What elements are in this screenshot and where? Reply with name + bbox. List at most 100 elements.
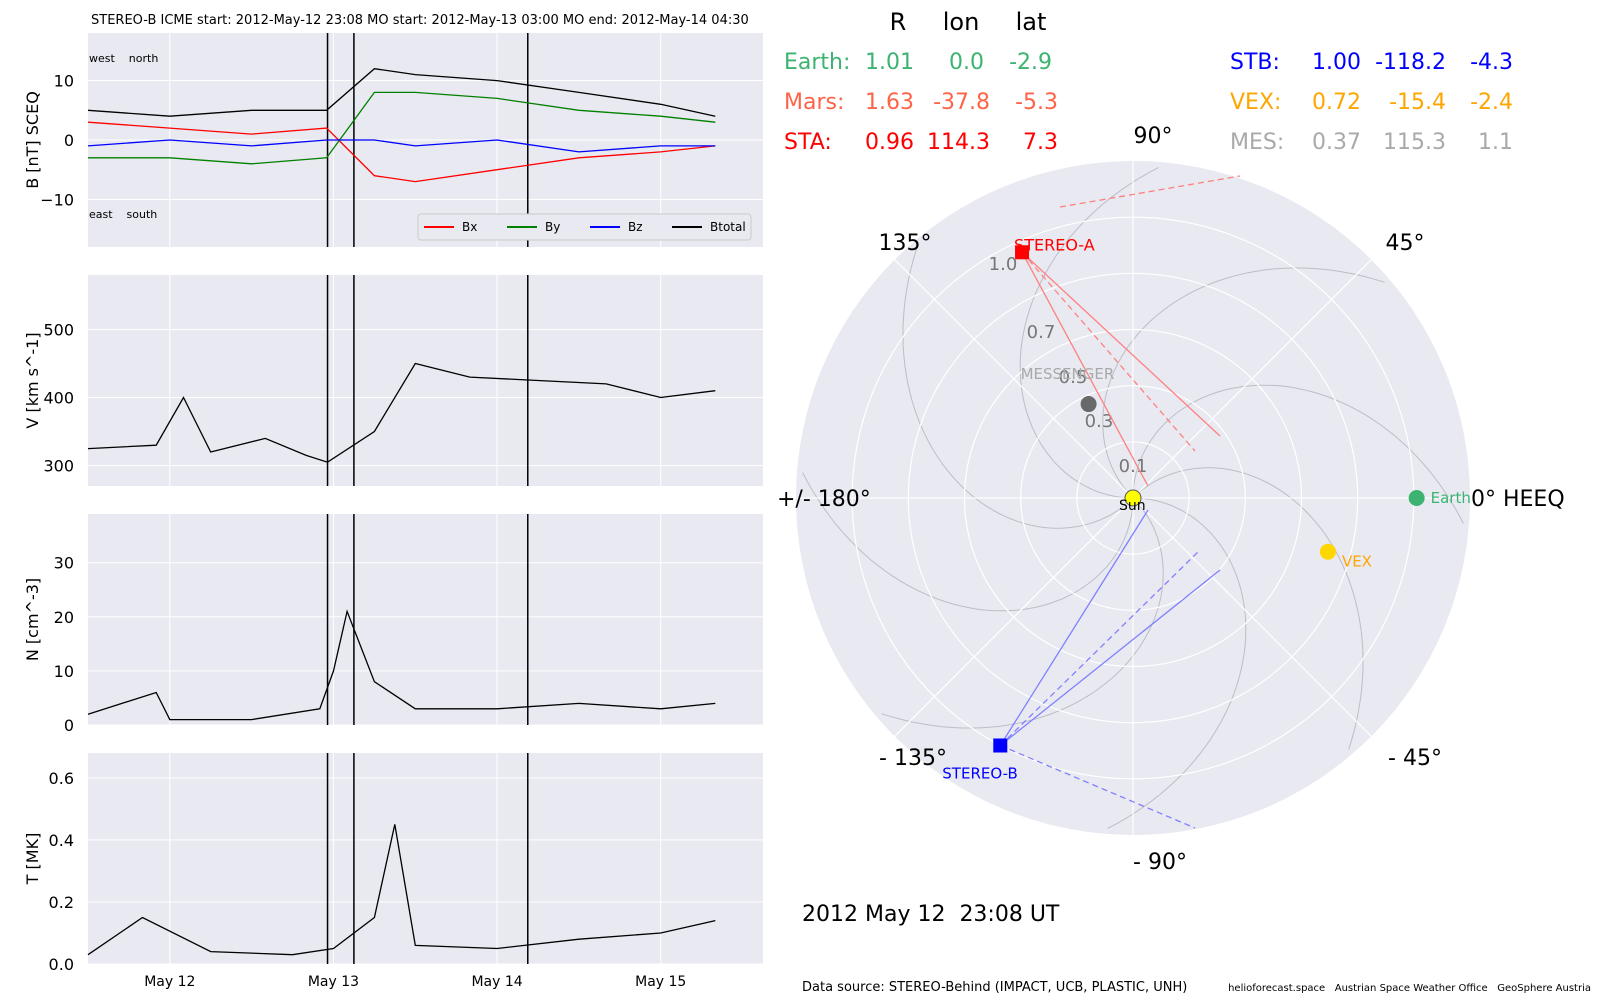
stb-sun-line [999, 509, 1149, 746]
earth-label: Earth [1431, 489, 1471, 507]
x-tick-label: May 13 [308, 974, 359, 990]
sta-sun-line [1021, 251, 1149, 487]
y-axis-label: N [cm^-3] [23, 578, 42, 661]
ring-label: 0.7 [1027, 322, 1056, 343]
y-tick-label: 0.0 [49, 955, 74, 974]
vex-row-lon: -15.4 [1389, 90, 1446, 115]
table-header-lat: lat [1016, 8, 1047, 36]
plot-area [88, 514, 763, 725]
y-tick-label: 500 [43, 320, 74, 339]
y-tick-label: 0.4 [49, 831, 74, 850]
sta-row-lat: 7.3 [1023, 130, 1058, 155]
stb-row-lat: -4.3 [1470, 50, 1513, 75]
y-tick-label: 10 [54, 662, 74, 681]
y-tick-label: 10 [54, 72, 74, 91]
stereo-b-marker [993, 738, 1008, 753]
stereo-a-label: STEREO-A [1014, 235, 1095, 254]
y-tick-label: 300 [43, 457, 74, 476]
sta-row-lon: 114.3 [927, 130, 990, 155]
y-axis-label: T [MK] [23, 833, 42, 886]
credits-footer: helioforecast.space Austrian Space Weath… [1228, 983, 1591, 994]
legend-label-bx: Bx [462, 220, 477, 234]
ring-label: 1.0 [989, 254, 1018, 275]
legend-box [417, 213, 752, 241]
earth-marker [1408, 490, 1425, 506]
y-tick-label: −10 [40, 190, 74, 209]
mes-row-name: MES: [1230, 130, 1284, 155]
y-tick-label: 0 [64, 716, 74, 735]
angle-label: - 135° [879, 746, 947, 771]
stb-fov-line [999, 569, 1221, 747]
event-timestamp: 2012 May 12 23:08 UT [802, 902, 1060, 927]
y-axis-label: V [km s^-1] [23, 332, 42, 428]
plot-area [88, 753, 763, 964]
earth-row-r: 1.01 [865, 50, 914, 75]
y-tick-label: 20 [54, 608, 74, 627]
series-line-t [87, 824, 716, 956]
y-tick-label: 0.6 [49, 769, 74, 788]
angle-label: 0° HEEQ [1471, 487, 1565, 512]
y-tick-label: 0 [64, 131, 74, 150]
ring-label: 0.3 [1085, 411, 1114, 432]
angle-label: - 90° [1133, 850, 1187, 875]
vex-row-lat: -2.4 [1470, 90, 1513, 115]
legend-label-by: By [545, 220, 560, 234]
plot-area [88, 275, 763, 486]
mars-row-lon: -37.8 [933, 90, 990, 115]
data-source-footer: Data source: STEREO-Behind (IMPACT, UCB,… [802, 980, 1187, 995]
stb-row-lon: -118.2 [1375, 50, 1446, 75]
legend-label-bz: Bz [628, 220, 643, 234]
series-line-bz [87, 139, 716, 153]
position-table: R lon lat Earth: 1.01 0.0 -2.9 Mars: 1.6… [784, 8, 1513, 155]
x-tick-label: May 12 [144, 974, 195, 990]
sun-marker [1124, 489, 1142, 507]
sta-fov-line [1021, 251, 1221, 437]
sun-label: Sun [1119, 498, 1146, 514]
table-header-r: R [890, 8, 907, 36]
vex-label: VEX [1342, 553, 1372, 571]
stb-row-name: STB: [1230, 50, 1280, 75]
legend-label-btotal: Btotal [710, 220, 746, 234]
mars-row-name: Mars: [784, 90, 844, 115]
vex-marker [1319, 543, 1336, 560]
earth-row-name: Earth: [784, 50, 850, 75]
density-panel: 0 10 20 30 N [cm^-3] [23, 514, 763, 735]
stb-fov-dashed [999, 549, 1201, 746]
series-line-n [87, 609, 716, 721]
series-line-v [87, 362, 716, 463]
sta-outer-dashed [1059, 175, 1241, 208]
temperature-panel: 0.0 0.2 0.4 0.6 T [MK] May 12 May 13 May 14 May … [23, 753, 763, 990]
x-tick-label: May 15 [635, 974, 686, 990]
sta-fov-dashed [1021, 251, 1196, 452]
mars-row-r: 1.63 [865, 90, 914, 115]
angle-label: - 45° [1388, 746, 1442, 771]
sta-row-name: STA: [784, 130, 832, 155]
stereo-a-marker [1015, 245, 1030, 260]
angle-label: +/- 180° [777, 487, 871, 512]
y-axis-label: B [nT] SCEQ [23, 91, 42, 189]
y-tick-label: 400 [43, 389, 74, 408]
x-tick-label: May 14 [471, 974, 522, 990]
east-south-annotation: east south [89, 208, 157, 221]
stb-outer-dashed [1000, 744, 1196, 829]
stb-row-r: 1.00 [1312, 50, 1361, 75]
table-header-lon: lon [943, 8, 980, 36]
magnetic-field-panel: −10 0 10 B [nT] SCEQ [23, 33, 763, 247]
mes-row-lon: 115.3 [1383, 130, 1446, 155]
series-line-btotal [87, 68, 716, 117]
b-legend: Bx By Bz Btotal [417, 213, 752, 241]
sta-row-r: 0.96 [865, 130, 914, 155]
vex-row-name: VEX: [1230, 90, 1281, 115]
vex-row-r: 0.72 [1312, 90, 1361, 115]
angle-label: 45° [1386, 231, 1425, 256]
messenger-marker [1080, 396, 1097, 413]
mars-row-lat: -5.3 [1015, 90, 1058, 115]
y-tick-label: 0.2 [49, 893, 74, 912]
series-line-by [88, 91, 716, 165]
earth-row-lon: 0.0 [949, 50, 984, 75]
mes-row-lat: 1.1 [1478, 130, 1513, 155]
mes-row-r: 0.37 [1312, 130, 1361, 155]
